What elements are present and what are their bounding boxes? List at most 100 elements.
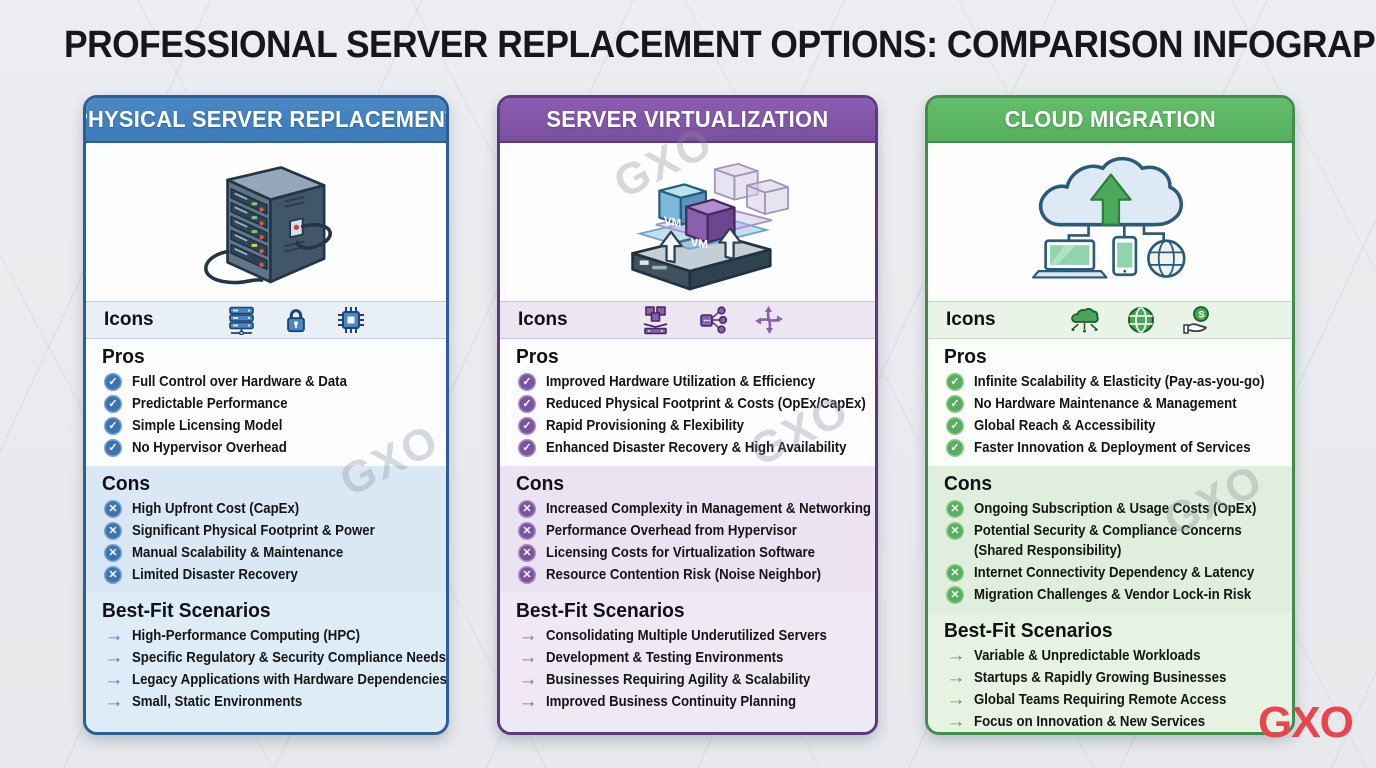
network-share-icon bbox=[699, 306, 727, 334]
cross-icon bbox=[518, 544, 536, 562]
check-icon bbox=[946, 373, 964, 391]
bestfit-item: Variable & Unpredictable Workloads bbox=[944, 646, 1286, 666]
server-rack-drawing bbox=[204, 166, 332, 285]
check-icon bbox=[518, 395, 536, 413]
cross-icon bbox=[946, 564, 964, 582]
pros-title: Pros bbox=[102, 346, 145, 368]
pros-list: Infinite Scalability & Elasticity (Pay-a… bbox=[944, 372, 1286, 458]
arrow-icon bbox=[102, 648, 126, 668]
arrow-icon bbox=[516, 626, 540, 646]
pros-section: Pros Infinite Scalability & Elasticity (… bbox=[928, 339, 1292, 466]
cpu-chip-icon bbox=[337, 307, 364, 333]
pros-item: Rapid Provisioning & Flexibility bbox=[516, 416, 869, 436]
vm-cluster-icon bbox=[643, 306, 667, 335]
cross-icon bbox=[104, 544, 122, 562]
cross-icon bbox=[518, 500, 536, 518]
arrow-icon bbox=[944, 646, 968, 666]
arrow-icon bbox=[516, 670, 540, 690]
bestfit-item: Small, Static Environments bbox=[102, 692, 440, 712]
check-icon bbox=[104, 373, 122, 391]
pros-item: Enhanced Disaster Recovery & High Availa… bbox=[516, 438, 869, 458]
bestfit-item: Consolidating Multiple Underutilized Ser… bbox=[516, 626, 869, 646]
cons-section: Cons Ongoing Subscription & Usage Costs … bbox=[928, 466, 1292, 613]
vm-cubes-drawing: VM VM bbox=[630, 162, 789, 291]
page-title: PROFESSIONAL SERVER REPLACEMENT OPTIONS:… bbox=[64, 24, 1376, 66]
card-header-label: SERVER VIRTUALIZATION bbox=[546, 106, 829, 132]
arrow-icon bbox=[102, 670, 126, 690]
cross-icon bbox=[104, 500, 122, 518]
cons-item: Ongoing Subscription & Usage Costs (OpEx… bbox=[944, 499, 1286, 519]
pros-item: Predictable Performance bbox=[102, 394, 440, 414]
arrow-icon bbox=[944, 690, 968, 710]
bestfit-item: Legacy Applications with Hardware Depend… bbox=[102, 670, 446, 690]
check-icon bbox=[946, 439, 964, 457]
arrow-icon bbox=[944, 712, 968, 732]
icons-label: Icons bbox=[946, 309, 996, 330]
cons-item: Internet Connectivity Dependency & Laten… bbox=[944, 563, 1286, 583]
cons-item: Licensing Costs for Virtualization Softw… bbox=[516, 543, 869, 563]
cross-icon bbox=[518, 522, 536, 540]
card-header: PHYSICAL SERVER REPLACEMENT bbox=[86, 98, 446, 143]
pros-item: No Hypervisor Overhead bbox=[102, 438, 440, 458]
bestfit-section: Best-Fit Scenarios High-Performance Comp… bbox=[86, 593, 446, 732]
pros-list: Improved Hardware Utilization & Efficien… bbox=[516, 372, 869, 458]
arrow-icon bbox=[102, 692, 126, 712]
cons-title: Cons bbox=[516, 473, 564, 495]
check-icon bbox=[518, 373, 536, 391]
arrow-icon bbox=[102, 626, 126, 646]
bestfit-title: Best-Fit Scenarios bbox=[102, 600, 271, 622]
cons-title: Cons bbox=[102, 473, 150, 495]
check-icon bbox=[104, 439, 122, 457]
card-header-label: CLOUD MIGRATION bbox=[1004, 106, 1216, 132]
bestfit-item: Specific Regulatory & Security Complianc… bbox=[102, 648, 446, 668]
cons-item: Migration Challenges & Vendor Lock-in Ri… bbox=[944, 585, 1286, 605]
svg-text:VM: VM bbox=[663, 215, 680, 231]
pay-as-you-go-icon: S bbox=[1182, 306, 1209, 334]
card-header: SERVER VIRTUALIZATION bbox=[500, 98, 875, 143]
pros-title: Pros bbox=[516, 346, 559, 368]
cross-icon bbox=[946, 500, 964, 518]
cross-icon bbox=[104, 522, 122, 540]
cloud-network-icon bbox=[1070, 308, 1099, 333]
bestfit-list: Consolidating Multiple Underutilized Ser… bbox=[516, 626, 869, 712]
cons-item: Limited Disaster Recovery bbox=[102, 565, 440, 585]
arrow-icon bbox=[944, 668, 968, 688]
bestfit-list: Variable & Unpredictable Workloads Start… bbox=[944, 646, 1286, 732]
pros-item: Reduced Physical Footprint & Costs (OpEx… bbox=[516, 394, 869, 414]
icons-row: Icons S bbox=[928, 301, 1292, 339]
bestfit-item: High-Performance Computing (HPC) bbox=[102, 626, 440, 646]
cross-icon bbox=[518, 566, 536, 584]
check-icon bbox=[518, 439, 536, 457]
check-icon bbox=[946, 395, 964, 413]
gxo-logo: GXO bbox=[1258, 698, 1354, 747]
pros-section: Pros Full Control over Hardware & Data P… bbox=[86, 339, 446, 466]
pros-item: Infinite Scalability & Elasticity (Pay-a… bbox=[944, 372, 1286, 392]
cons-item: Resource Contention Risk (Noise Neighbor… bbox=[516, 565, 869, 585]
cross-icon bbox=[946, 586, 964, 604]
cons-item: High Upfront Cost (CapEx) bbox=[102, 499, 440, 519]
arrow-icon bbox=[516, 692, 540, 712]
cons-list: High Upfront Cost (CapEx) Significant Ph… bbox=[102, 499, 440, 585]
bestfit-section: Best-Fit Scenarios Consolidating Multipl… bbox=[500, 593, 875, 732]
pros-title: Pros bbox=[944, 346, 987, 368]
arrow-icon bbox=[516, 648, 540, 668]
bestfit-title: Best-Fit Scenarios bbox=[944, 620, 1113, 642]
card-physical-server-replacement: PHYSICAL SERVER REPLACEMENT bbox=[83, 95, 449, 735]
cross-icon bbox=[104, 566, 122, 584]
server-rack-illustration bbox=[86, 143, 446, 301]
icons-label: Icons bbox=[104, 309, 154, 330]
virtualization-illustration: VM VM bbox=[500, 143, 875, 301]
cons-list: Ongoing Subscription & Usage Costs (OpEx… bbox=[944, 499, 1286, 605]
pros-item: Simple Licensing Model bbox=[102, 416, 440, 436]
bestfit-item: Startups & Rapidly Growing Businesses bbox=[944, 668, 1286, 688]
cons-title: Cons bbox=[944, 473, 992, 495]
bestfit-item: Improved Business Continuity Planning bbox=[516, 692, 869, 712]
spread-arrows-icon bbox=[754, 306, 783, 334]
icons-row: Icons bbox=[500, 301, 875, 339]
cross-icon bbox=[946, 522, 964, 540]
card-header-label: PHYSICAL SERVER REPLACEMENT bbox=[83, 106, 449, 132]
bestfit-item: Global Teams Requiring Remote Access bbox=[944, 690, 1286, 710]
card-cloud-migration: CLOUD MIGRATION bbox=[925, 95, 1295, 735]
bestfit-item: Focus on Innovation & New Services bbox=[944, 712, 1286, 732]
